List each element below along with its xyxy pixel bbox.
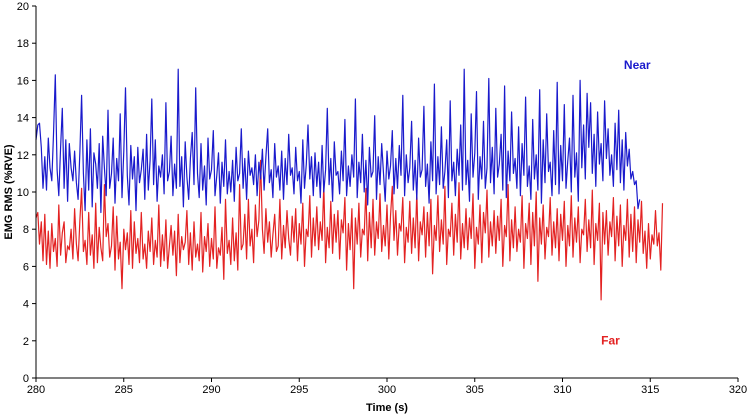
series-line-far [35,159,664,301]
y-tick-label: 12 [17,150,29,162]
x-tick-label: 300 [378,384,396,396]
y-ticks: 0 2 4 6 8 10 12 14 16 18 20 [17,1,36,385]
x-tick-label: 305 [466,384,484,396]
series-label-far: Far [601,334,620,348]
x-tick-label: 310 [553,384,571,396]
x-tick-label: 320 [729,384,747,396]
y-tick-label: 14 [17,113,29,125]
x-axis-title: Time (s) [366,402,408,414]
y-tick-label: 20 [17,1,29,13]
x-tick-label: 315 [641,384,659,396]
axes: 280 285 290 295 300 305 310 315 320 0 2 4 6 8 10 12 14 1… [17,1,747,396]
x-tick-label: 295 [290,384,308,396]
y-tick-label: 0 [23,373,29,385]
y-tick-label: 2 [23,336,29,348]
x-tick-label: 290 [202,384,220,396]
y-tick-label: 8 [23,224,29,236]
x-tick-label: 280 [27,384,45,396]
y-tick-label: 10 [17,187,29,199]
y-axis-title: EMG RMS (%RVE) [3,144,15,239]
series-label-near: Near [624,58,651,72]
y-tick-label: 16 [17,75,29,87]
series-line-near [35,68,641,214]
x-tick-label: 285 [115,384,133,396]
y-tick-label: 4 [23,299,29,311]
y-tick-label: 18 [17,38,29,50]
x-ticks: 280 285 290 295 300 305 310 315 320 [27,378,747,396]
plot-data [35,68,664,301]
y-tick-label: 6 [23,261,29,273]
